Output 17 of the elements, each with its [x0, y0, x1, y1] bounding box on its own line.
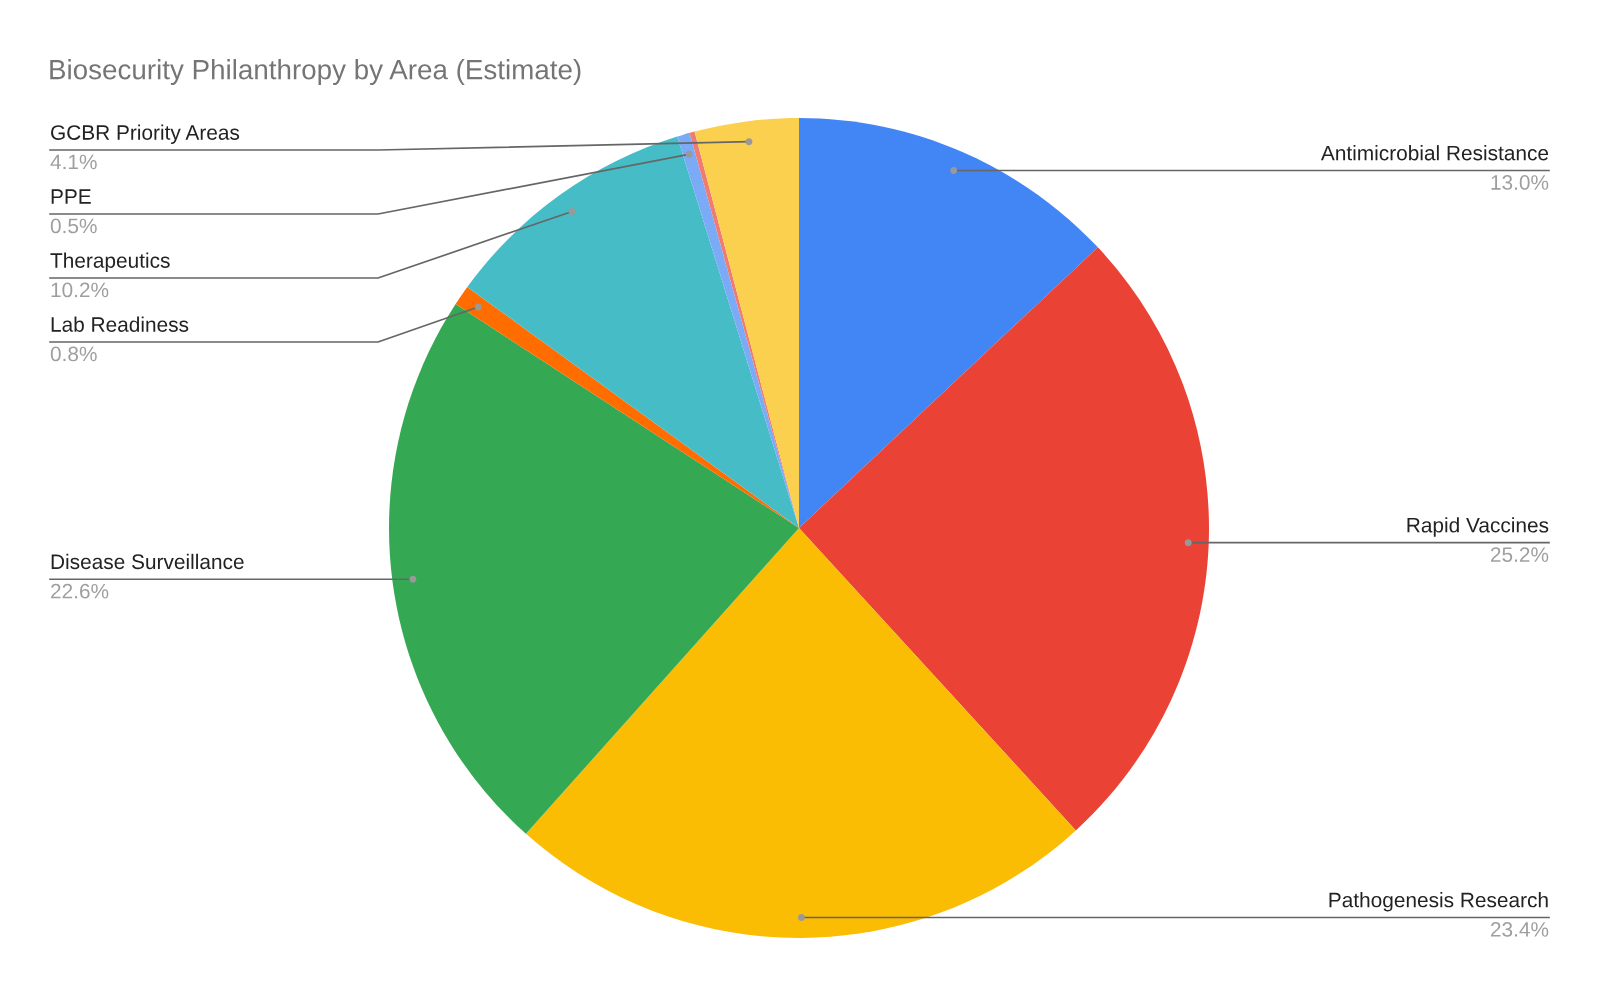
slice-label: Therapeutics [50, 252, 170, 272]
slice-label: Pathogenesis Research [1329, 892, 1548, 912]
slice-label: GCBR Priority Areas [51, 124, 240, 144]
slice-label: PPE [51, 189, 91, 204]
slice-label: Lab Readiness [51, 316, 189, 332]
slice-label: Antimicrobial Resistance [1320, 145, 1549, 161]
data-label: 13.0% [1491, 175, 1549, 190]
slice-label: Disease Surveillance [51, 553, 244, 570]
data-label: 25.2% [1490, 547, 1549, 562]
data-label: 23.4% [1490, 922, 1549, 937]
slice-label: Rapid Vaccines [1407, 517, 1549, 537]
data-label: 0.8% [50, 346, 97, 362]
data-label: 0.5% [50, 218, 97, 234]
data-label: 22.6% [51, 583, 109, 599]
data-label: 4.1% [50, 154, 97, 170]
chart-title: Biosecurity Philanthropy by Area (Estimate) [50, 59, 581, 85]
data-label: 10.2% [51, 282, 109, 298]
